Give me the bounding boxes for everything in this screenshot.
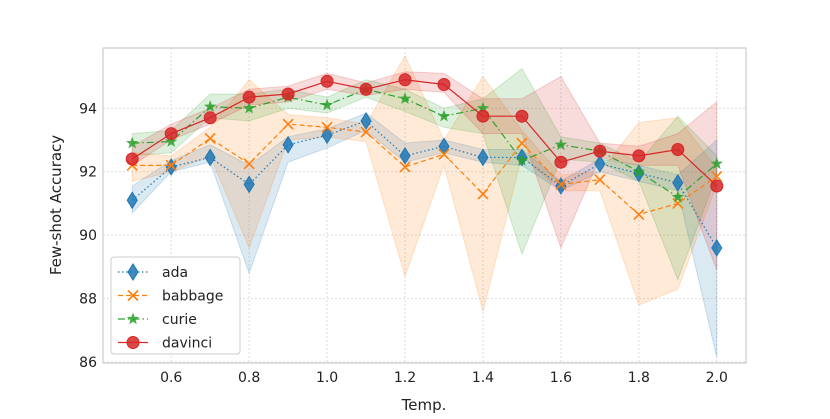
legend-box <box>110 256 241 355</box>
legend-label-davinci: davinci <box>162 336 212 352</box>
curie-point <box>515 154 529 166</box>
babbage-point <box>243 158 255 170</box>
davinci-point <box>515 109 529 123</box>
y-tick-label: 94 <box>79 101 97 117</box>
curie-point <box>437 109 451 122</box>
babbage-point <box>711 170 723 183</box>
curie-point <box>671 190 684 203</box>
davinci-point <box>281 87 295 101</box>
babbage-point <box>438 148 450 160</box>
babbage-point <box>165 159 177 171</box>
curie-point <box>632 165 645 177</box>
davinci-point <box>320 74 334 88</box>
davinci-point <box>242 90 256 104</box>
ada-point <box>204 148 216 167</box>
babbage-point <box>477 188 489 200</box>
y-axis-label: Few-shot Accuracy <box>47 135 65 275</box>
ada-point <box>321 126 333 145</box>
confidence-bands <box>131 54 718 358</box>
ada-point <box>477 148 489 167</box>
babbage-point <box>204 132 216 144</box>
babbage-point <box>516 137 528 149</box>
babbage-point <box>555 178 567 190</box>
davinci-point <box>554 155 568 169</box>
babbage-point <box>282 118 294 130</box>
y-tick-label: 86 <box>79 355 97 371</box>
babbage-point <box>399 161 411 173</box>
ada-point <box>360 112 372 130</box>
curie-point <box>476 101 490 114</box>
ada-line <box>131 120 718 249</box>
curie-point <box>398 92 412 104</box>
series-lines <box>125 73 724 257</box>
ada-point <box>282 135 294 154</box>
legend-marker-babbage <box>127 289 139 302</box>
babbage-point <box>672 197 684 210</box>
legend-marker-curie <box>126 312 140 325</box>
davinci-point <box>203 111 217 125</box>
curie-point <box>243 101 256 114</box>
x-tick-label: 0.6 <box>160 370 182 386</box>
legend: ada babbage curie davinci <box>110 256 241 355</box>
curie-point <box>204 100 217 112</box>
davinci-point <box>359 82 373 96</box>
babbage-point <box>360 126 372 138</box>
ada-point <box>399 146 411 165</box>
ada-band <box>131 112 718 358</box>
x-tick-label: 2.0 <box>706 370 728 386</box>
y-tick-label: 88 <box>79 292 97 308</box>
babbage-point <box>594 174 606 186</box>
x-tick-label: 0.8 <box>238 370 260 386</box>
davinci-point <box>164 127 178 141</box>
ada-point <box>711 238 723 257</box>
babbage-point <box>321 121 333 133</box>
davinci-point <box>437 77 451 91</box>
davinci-point <box>710 179 724 193</box>
x-tick-label: 1.4 <box>472 370 494 386</box>
babbage-point <box>633 208 645 221</box>
legend-label-ada: ada <box>162 265 188 281</box>
plot-frame <box>102 47 747 364</box>
davinci-band <box>131 71 718 271</box>
davinci-line <box>131 79 718 187</box>
x-tick-label: 1.0 <box>316 370 338 386</box>
x-tick-label: 1.6 <box>550 370 572 386</box>
tick-labels: 0.6 0.8 1.0 1.2 1.4 1.6 1.8 2.0 86 88 90 92 94 <box>79 101 728 386</box>
davinci-point <box>671 143 685 157</box>
legend-label-babbage: babbage <box>162 289 223 305</box>
x-tick-label: 1.2 <box>394 370 416 386</box>
davinci-point <box>476 109 490 123</box>
legend-marker-ada <box>127 263 139 281</box>
legend-marker-davinci <box>126 336 140 349</box>
curie-point <box>554 138 568 150</box>
babbage-line <box>132 123 718 216</box>
ada-point <box>243 175 255 194</box>
curie-point <box>710 157 723 169</box>
x-tick-label: 1.8 <box>628 370 650 386</box>
curie-point <box>320 98 334 111</box>
curie-point <box>165 135 178 147</box>
davinci-point <box>125 152 139 166</box>
davinci-point <box>593 144 607 158</box>
curie-band <box>131 67 718 281</box>
legend-label-curie: curie <box>162 312 197 328</box>
y-tick-label: 90 <box>79 228 97 244</box>
ada-point <box>126 191 138 210</box>
davinci-point <box>398 73 412 87</box>
x-axis-label: Temp. <box>401 396 447 414</box>
ada-point <box>594 154 606 173</box>
davinci-point <box>632 149 646 163</box>
curie-point <box>126 136 139 149</box>
y-tick-label: 92 <box>79 165 97 181</box>
